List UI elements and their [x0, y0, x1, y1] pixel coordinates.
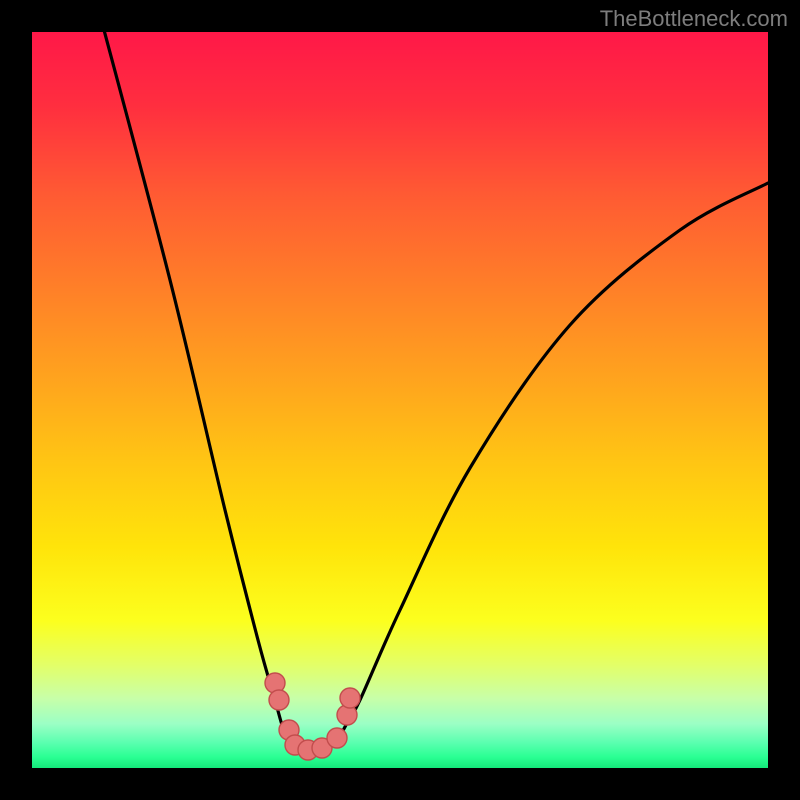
watermark-text: TheBottleneck.com	[600, 6, 788, 32]
marker-1	[269, 690, 289, 710]
marker-8	[340, 688, 360, 708]
chart-container: TheBottleneck.com	[0, 0, 800, 800]
marker-6	[327, 728, 347, 748]
chart-svg	[0, 0, 800, 800]
plot-background	[32, 32, 768, 768]
